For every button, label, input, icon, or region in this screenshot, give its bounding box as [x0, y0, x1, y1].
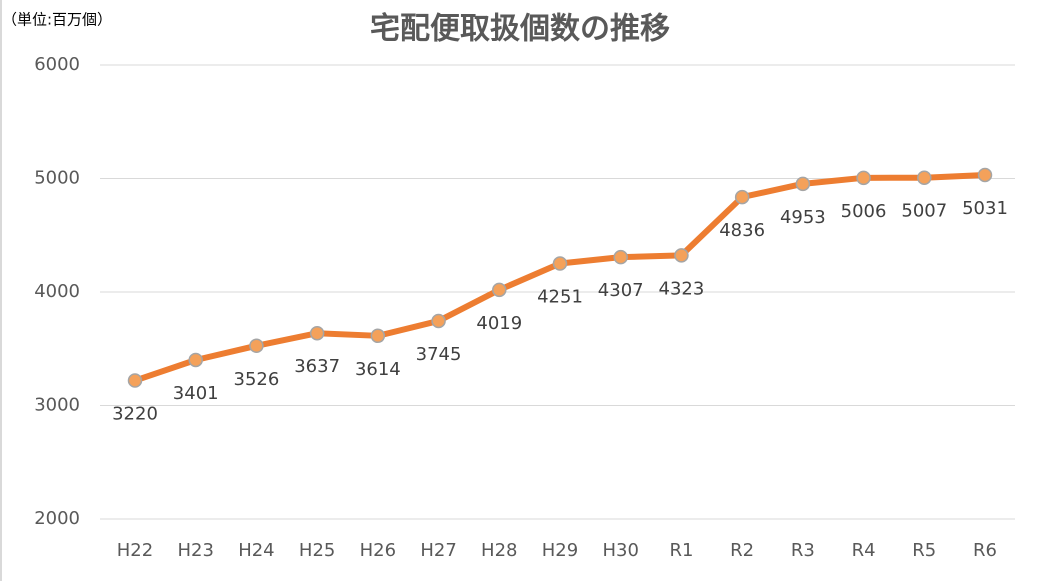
data-label: 4019: [476, 313, 522, 334]
marker: [309, 325, 325, 341]
x-tick-label: R4: [852, 540, 876, 561]
marker: [674, 248, 689, 263]
marker: [917, 170, 932, 185]
data-label: 3526: [234, 369, 280, 390]
data-label: 4251: [537, 287, 583, 308]
marker: [492, 282, 507, 298]
marker: [188, 352, 203, 368]
data-label: 3220: [112, 404, 158, 425]
marker: [431, 313, 446, 329]
data-label: 4836: [719, 220, 765, 241]
y-tick-label: 2000: [34, 508, 80, 529]
data-label: 3401: [173, 383, 219, 404]
x-tick-label: H23: [177, 540, 213, 561]
marker: [613, 249, 628, 265]
x-tick-label: R6: [973, 540, 997, 561]
marker: [249, 338, 264, 354]
marker: [856, 170, 871, 186]
unit-label: （単位:百万個）: [2, 11, 112, 29]
x-tick-label: R3: [791, 540, 815, 561]
y-tick-label: 4000: [34, 281, 80, 302]
data-label: 5006: [841, 201, 887, 222]
x-tick-label: H28: [481, 540, 517, 561]
x-tick-label: H24: [238, 540, 274, 561]
data-label: 3614: [355, 359, 401, 380]
data-label: 5031: [962, 198, 1008, 219]
data-label: 3637: [294, 356, 340, 377]
x-tick-label: R5: [912, 540, 936, 561]
x-tick-label: H27: [420, 540, 456, 561]
y-tick-label: 6000: [34, 54, 80, 75]
marker: [552, 256, 568, 271]
data-label: 4323: [659, 278, 705, 299]
y-tick-label: 5000: [34, 168, 80, 189]
data-label: 3745: [416, 344, 462, 365]
x-tick-label: R2: [730, 540, 754, 561]
data-label: 5007: [901, 201, 947, 222]
marker: [127, 373, 143, 388]
data-label: 4953: [780, 207, 826, 228]
x-tick-label: H25: [299, 540, 335, 561]
data-label: 4307: [598, 280, 644, 301]
x-tick-label: R1: [669, 540, 693, 561]
marker: [734, 189, 750, 205]
x-tick-label: H30: [602, 540, 638, 561]
x-tick-label: H22: [117, 540, 153, 561]
marker: [977, 167, 993, 183]
marker: [370, 328, 386, 344]
marker: [795, 176, 811, 192]
chart-title: 宅配便取扱個数の推移: [370, 12, 670, 47]
x-tick-label: H29: [542, 540, 578, 561]
x-tick-label: H26: [360, 540, 396, 561]
y-tick-label: 3000: [34, 395, 80, 416]
